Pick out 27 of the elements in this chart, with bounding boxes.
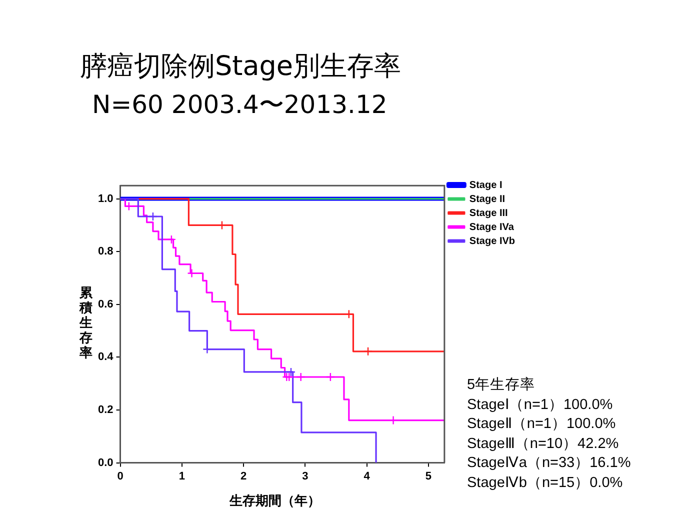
y-axis-title: 累積生存率: [78, 286, 94, 361]
text: StageⅣb（n=15）0.0%: [467, 474, 624, 492]
x-axis-title: 生存期間（年）: [228, 493, 322, 510]
y-tick-label: 0.2: [98, 404, 114, 416]
x-tick-label: 4: [364, 470, 371, 482]
text: StageⅠ（n=1）100.0%: [467, 396, 614, 414]
y-tick-label: 0.6: [98, 298, 114, 310]
text: 5年生存率: [467, 376, 536, 395]
legend-label: Stage IVa: [469, 222, 514, 233]
legend-label: Stage III: [469, 208, 508, 219]
chart-subtitle: N=60 2003.4〜2013.12: [92, 89, 388, 121]
y-tick-label: 0.4: [98, 351, 114, 364]
text: StageⅣa（n=33）16.1%: [467, 454, 631, 473]
x-tick-label: 0: [117, 470, 124, 482]
text: StageⅡ（n=1）100.0%: [467, 415, 617, 434]
y-tick-label: 0.8: [98, 246, 114, 258]
x-tick-label: 1: [178, 470, 185, 482]
chart-title: 膵癌切除例Stage別生存率: [80, 50, 402, 84]
y-tick-label: 1.0: [98, 192, 114, 205]
x-tick-label: 2: [240, 470, 247, 482]
y-tick-label: 0.0: [98, 456, 114, 469]
x-tick-label: 5: [425, 470, 432, 482]
text: StageⅢ（n=10）42.2%: [467, 434, 620, 454]
legend-label: Stage IVb: [469, 236, 516, 247]
legend-label: Stage I: [469, 180, 502, 191]
legend-label: Stage II: [469, 194, 506, 205]
x-tick-label: 3: [302, 470, 308, 482]
